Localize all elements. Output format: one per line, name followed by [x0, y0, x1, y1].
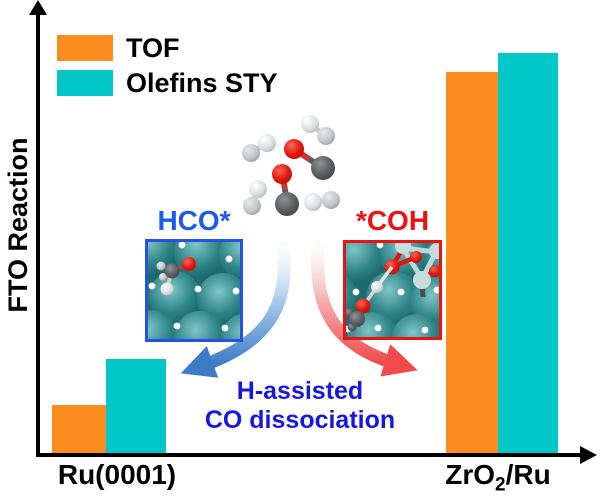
hco-surface-inset — [145, 239, 243, 342]
legend-item-tof: TOF — [57, 32, 278, 63]
hco-species-label: HCO* — [157, 205, 231, 236]
x-label-ru0001: Ru(0001) — [57, 459, 177, 490]
o-atom — [284, 139, 304, 159]
y-axis-arrowhead-icon — [29, 0, 47, 15]
y-axis-label: FTO Reaction — [3, 137, 33, 313]
zro2ru-subscript: 2 — [495, 474, 506, 496]
tof-color-swatch — [57, 35, 113, 61]
mechanism-line2: CO dissociation — [204, 406, 396, 434]
zro2ru-base-text: ZrO — [445, 459, 496, 490]
x-label-zro2ru: ZrO2/Ru — [428, 459, 568, 497]
h-atom — [249, 180, 267, 198]
legend-item-olefins-sty: Olefins STY — [57, 67, 278, 98]
bar-zro2ru-olefins-sty — [498, 53, 558, 453]
x-axis-arrowhead-icon — [580, 446, 597, 464]
o-atom — [272, 164, 292, 184]
c-atom — [311, 156, 335, 180]
coh-adsorbate — [346, 265, 394, 332]
bar-zro2ru-tof — [446, 72, 498, 453]
legend: TOF Olefins STY — [57, 32, 278, 105]
co-h2-molecules-illustration — [242, 115, 340, 216]
h-atom — [304, 193, 322, 211]
h-atom — [242, 144, 260, 162]
legend-label-olefins-sty: Olefins STY — [126, 67, 278, 98]
bar-ru0001-tof — [52, 405, 106, 453]
olefins-sty-color-swatch — [57, 70, 113, 96]
coh-surface-inset — [343, 240, 442, 340]
zro2-cluster — [384, 243, 439, 298]
c-atom — [275, 192, 299, 216]
coh-species-label: *COH — [355, 205, 430, 236]
h-atom — [301, 115, 319, 133]
mechanism-caption: H-assisted CO dissociation — [140, 377, 460, 435]
hco-adsorbate — [156, 257, 196, 296]
h-atom — [317, 127, 335, 145]
mechanism-line1: H-assisted — [236, 377, 364, 405]
y-axis-line — [36, 12, 40, 457]
legend-label-tof: TOF — [126, 32, 180, 63]
zro2ru-rest-text: /Ru — [505, 459, 551, 490]
h-atom — [243, 197, 261, 215]
h-atom — [258, 134, 276, 152]
h-atom — [322, 191, 340, 209]
hollow-site-markers — [148, 242, 240, 332]
x-axis-line — [36, 453, 582, 457]
bar-ru0001-olefins-sty — [106, 359, 166, 453]
